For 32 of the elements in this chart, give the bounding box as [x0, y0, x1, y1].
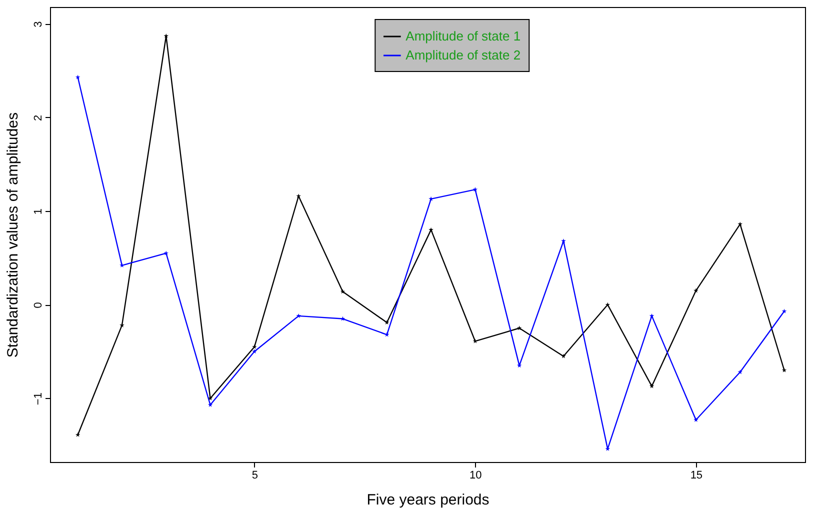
point — [252, 344, 257, 349]
x-tick-label: 5 — [252, 470, 258, 482]
point — [384, 320, 390, 325]
point — [75, 74, 80, 80]
point — [694, 417, 698, 422]
point — [208, 402, 213, 407]
x-tick-label: 15 — [690, 470, 703, 482]
point — [340, 289, 346, 294]
point — [296, 313, 301, 318]
x-axis-title: Five years periods — [366, 492, 490, 508]
point — [384, 332, 390, 337]
y-tick-label: 3 — [32, 21, 44, 28]
point — [561, 354, 566, 358]
y-tick-label: −1 — [32, 392, 44, 406]
point — [649, 384, 654, 388]
legend-label: Amplitude of state 2 — [406, 48, 521, 62]
y-tick-label: 0 — [32, 302, 44, 308]
point — [605, 302, 610, 307]
y-tick-label: 1 — [32, 208, 44, 215]
point — [164, 250, 168, 256]
point — [738, 370, 742, 374]
y-axis-title: Standardization values of amplitudes — [4, 112, 22, 358]
point — [738, 222, 742, 226]
y-tick-label: 2 — [32, 114, 44, 122]
legend-label: Amplitude of state 1 — [406, 28, 521, 44]
point — [428, 227, 434, 232]
point — [782, 308, 787, 314]
point — [694, 288, 698, 293]
point — [120, 322, 124, 328]
point — [649, 313, 654, 318]
point — [75, 432, 80, 437]
x-tick-label: 10 — [470, 470, 482, 482]
